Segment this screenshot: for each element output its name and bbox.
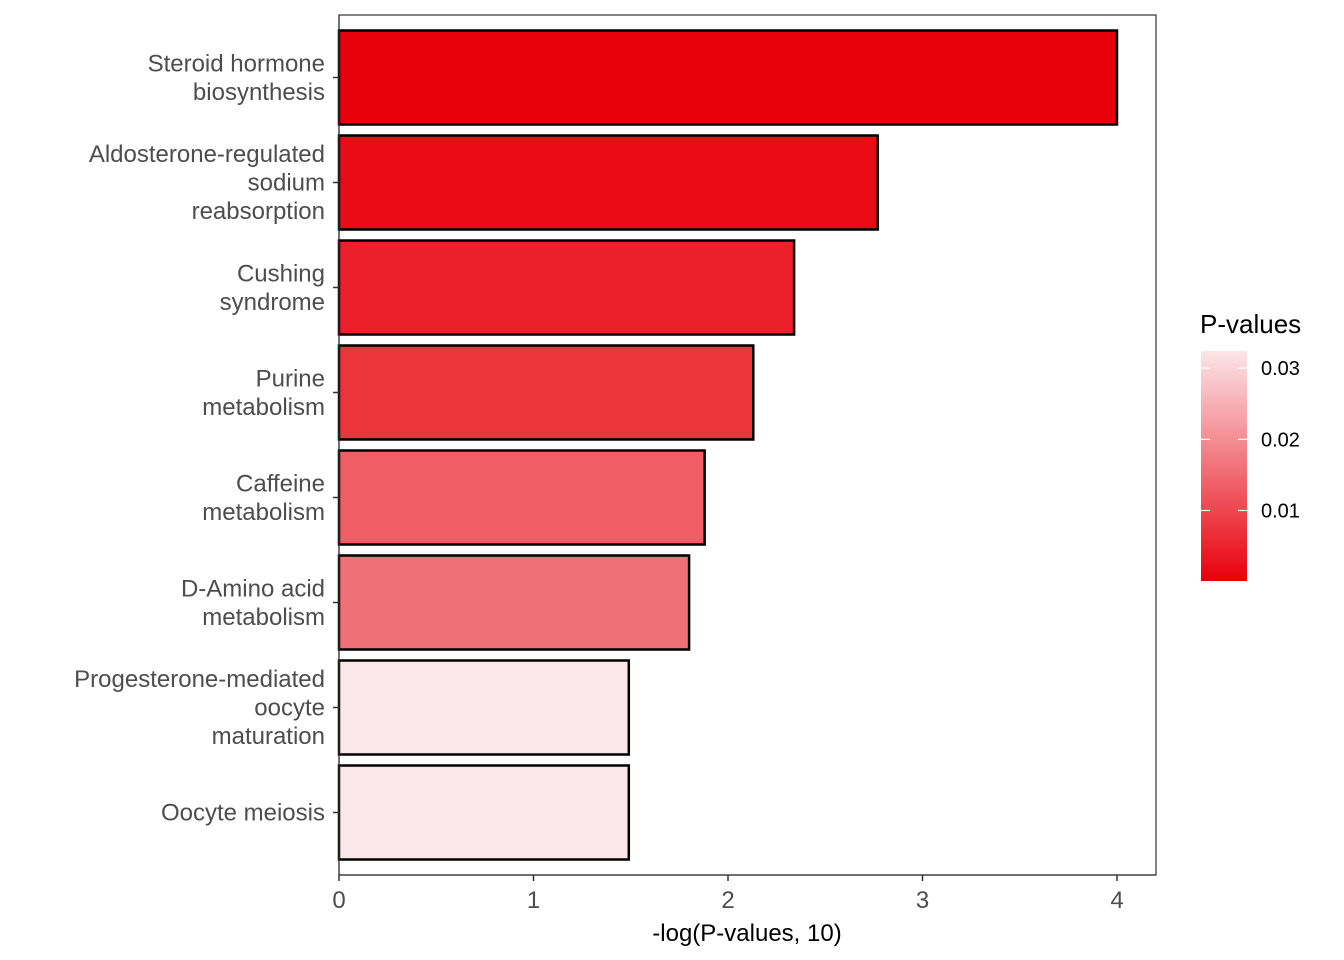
x-tick-label: 3: [916, 887, 929, 914]
y-tick-label: Purine metabolism: [202, 365, 325, 421]
y-tick-label: Cushing syndrome: [220, 260, 325, 316]
legend-label: 0.03: [1261, 358, 1300, 380]
x-axis: 0 1 2 3 4: [332, 874, 1156, 914]
y-tick-label: Caffeine metabolism: [202, 470, 325, 526]
bar-3: [337, 344, 755, 441]
y-axis: Steroid hormone biosynthesis Aldosterone-r…: [74, 15, 340, 875]
bar-1: [337, 134, 880, 231]
bar-2: [337, 239, 796, 336]
bar-4: [337, 449, 706, 546]
bars-group: [337, 29, 1119, 861]
legend-title: P-values: [1200, 309, 1301, 339]
y-tick-label: Progesterone-mediated oocyte maturation: [74, 666, 325, 750]
bar-6: [337, 659, 631, 756]
x-tick-label: 4: [1110, 887, 1123, 914]
y-tick-label: D-Amino acid metabolism: [181, 575, 325, 631]
x-tick-label: 2: [721, 887, 734, 914]
y-tick-label: Steroid hormone biosynthesis: [148, 50, 325, 106]
y-tick-label: Aldosterone-regulated sodium reabsorption: [89, 141, 325, 225]
bar-5: [337, 554, 691, 651]
y-tick-label: Oocyte meiosis: [161, 800, 325, 827]
legend-label: 0.02: [1261, 429, 1300, 451]
x-axis-title: -log(P-values, 10): [652, 920, 841, 947]
bar-7: [337, 764, 631, 861]
legend: P-values 0.01 0.02 0.03: [1200, 309, 1301, 581]
x-tick-label: 1: [527, 887, 540, 914]
legend-label: 0.01: [1261, 501, 1300, 523]
x-tick-label: 0: [332, 887, 345, 914]
bar-0: [337, 29, 1119, 126]
legend-ticks: 0.01 0.02 0.03: [1201, 358, 1300, 523]
legend-colorbar: [1201, 351, 1247, 581]
